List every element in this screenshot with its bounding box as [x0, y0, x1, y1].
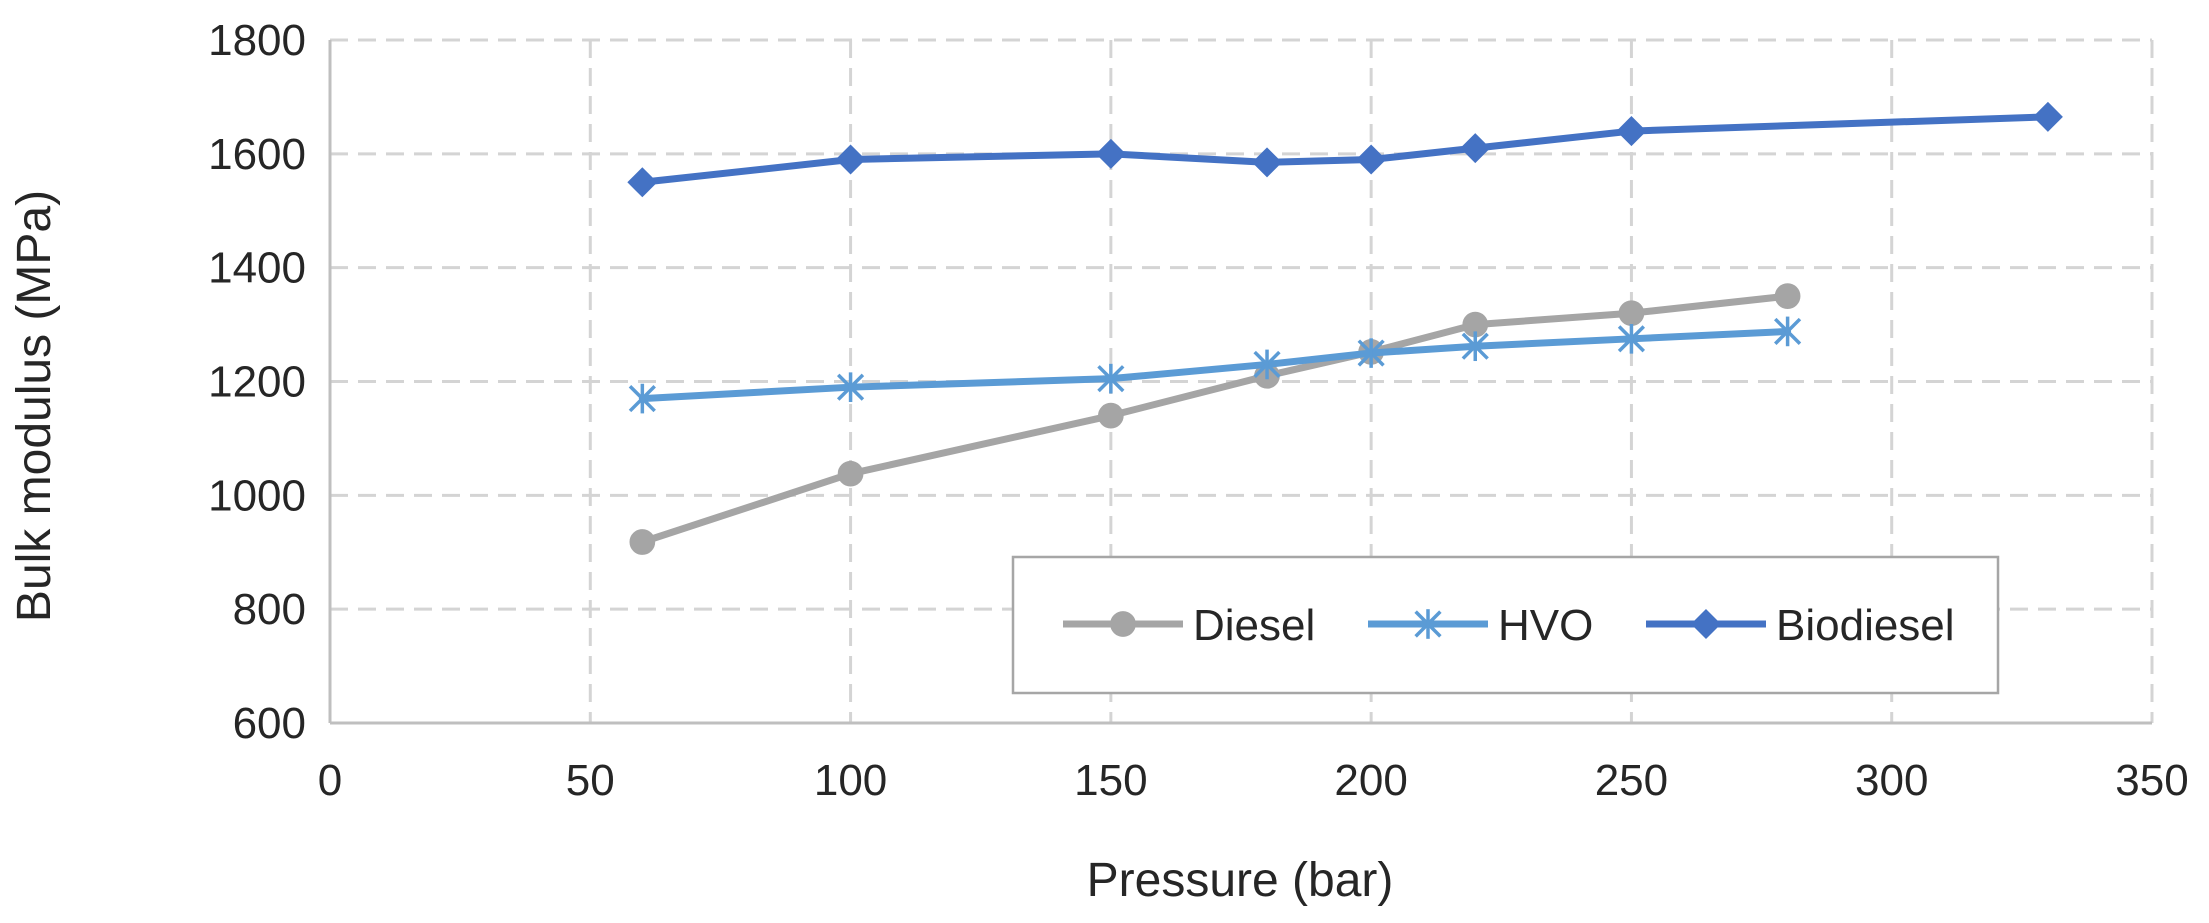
- biodiesel-point: [1460, 133, 1491, 164]
- y-tick-label: 1800: [208, 16, 306, 65]
- x-tick-label: 0: [318, 756, 342, 805]
- legend-marker: [1690, 608, 1722, 640]
- hvo-point: [836, 372, 865, 403]
- biodiesel-line: [638, 113, 2052, 186]
- hvo-point: [1617, 323, 1646, 354]
- legend-item-hvo: HVO: [1368, 601, 1593, 650]
- y-tick-label: 600: [233, 699, 306, 748]
- diesel-point: [1618, 300, 1645, 327]
- x-tick-label: 200: [1334, 756, 1407, 805]
- y-tick-label: 1400: [208, 244, 306, 293]
- biodiesel-point: [1616, 116, 1647, 147]
- biodiesel-point: [1356, 144, 1387, 175]
- biodiesel-point: [835, 144, 866, 175]
- series-biodiesel: [627, 101, 2063, 198]
- diesel-point: [629, 529, 656, 555]
- hvo-point: [1357, 338, 1385, 368]
- tick-labels: 600 800 1000 1200 1400 1600 1800 0 50 100 150 200 25…: [208, 16, 2189, 805]
- legend-marker: [1110, 611, 1136, 637]
- series-diesel: [629, 283, 1801, 555]
- legend-items: Diesel HVO Biodiesel: [1063, 601, 1955, 650]
- hvo-point: [1097, 363, 1125, 394]
- legend-label: Diesel: [1193, 601, 1315, 650]
- legend-item-biodiesel: Biodiesel: [1646, 601, 1955, 650]
- biodiesel-point: [1252, 147, 1283, 178]
- hvo-point: [1253, 349, 1281, 380]
- x-tick-label: 250: [1595, 756, 1668, 805]
- hvo-point: [628, 383, 656, 414]
- biodiesel-point: [1095, 138, 1126, 169]
- x-tick-label: 350: [2115, 756, 2188, 805]
- data-series: [627, 101, 2063, 555]
- axes: [328, 40, 2152, 725]
- hvo-point: [1461, 331, 1489, 362]
- diesel-point: [1098, 402, 1124, 429]
- legend-item-diesel: Diesel: [1063, 601, 1315, 650]
- y-tick-label: 1000: [208, 471, 306, 520]
- series-hvo: [628, 316, 1802, 414]
- x-tick-label: 300: [1855, 756, 1928, 805]
- biodiesel-point: [627, 167, 658, 198]
- diesel-point: [837, 460, 864, 487]
- x-axis-title: Pressure (bar): [1087, 854, 1394, 907]
- y-tick-label: 1600: [208, 130, 306, 179]
- x-tick-label: 100: [814, 756, 887, 805]
- legend-marker: [1414, 609, 1442, 639]
- legend-label: Biodiesel: [1776, 601, 1955, 650]
- x-tick-label: 150: [1074, 756, 1147, 805]
- diesel-point: [1774, 283, 1801, 309]
- y-axis-title: Bulk modulus (MPa): [8, 190, 61, 622]
- hvo-point: [1774, 316, 1802, 347]
- x-tick-label: 50: [566, 756, 615, 805]
- biodiesel-point: [2032, 101, 2063, 132]
- diesel-line: [638, 292, 1792, 546]
- y-tick-label: 1200: [208, 358, 306, 407]
- y-tick-label: 800: [233, 585, 306, 634]
- legend-label: HVO: [1498, 601, 1593, 650]
- legend: Diesel HVO Biodiesel: [1011, 555, 2000, 695]
- hvo-line: [638, 327, 1792, 403]
